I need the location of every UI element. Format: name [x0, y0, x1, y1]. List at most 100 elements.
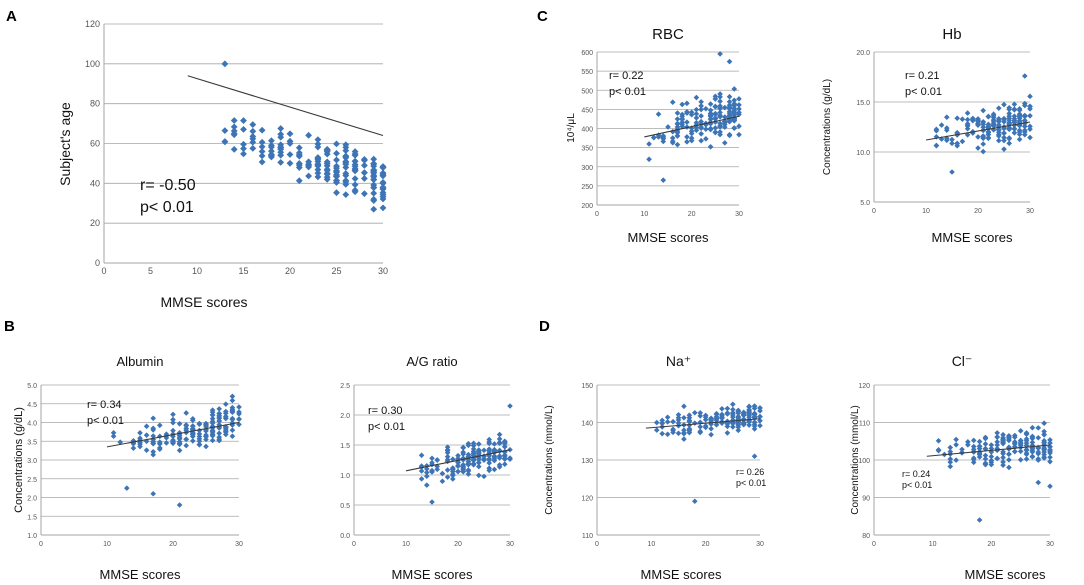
- age-xtick-label: 15: [238, 266, 248, 276]
- na-point: [653, 427, 660, 433]
- cl-point: [1006, 436, 1012, 442]
- albumin-point: [150, 436, 156, 443]
- ag-ytick-label: 1.5: [340, 443, 350, 450]
- hb-point: [990, 113, 997, 119]
- hb-point: [985, 129, 992, 135]
- ag-xlabel: MMSE scores: [392, 567, 473, 582]
- na-ytick-label: 130: [581, 458, 593, 465]
- ag-point: [496, 436, 503, 442]
- hb-point: [1001, 101, 1007, 108]
- na-point: [653, 419, 660, 426]
- cl-point: [976, 517, 983, 523]
- cl-point: [988, 461, 995, 468]
- na-point: [670, 429, 676, 436]
- cl-point: [1029, 434, 1036, 440]
- hb-point: [1006, 140, 1012, 147]
- na-ytick-label: 140: [581, 421, 593, 428]
- rbc-point: [717, 51, 723, 57]
- rbc-point: [731, 86, 738, 92]
- na-point: [692, 409, 698, 416]
- hb-ylabel: Concentrations (g/dL): [822, 79, 833, 175]
- na-stat: p< 0.01: [736, 478, 766, 488]
- cl-point: [947, 444, 954, 451]
- cl-point: [965, 441, 971, 448]
- hb-point: [1001, 116, 1007, 123]
- albumin-xtick-label: 10: [103, 541, 111, 548]
- na-ytick-label: 150: [581, 383, 593, 390]
- rbc-point: [726, 132, 733, 139]
- albumin-point: [130, 437, 137, 444]
- albumin-point: [216, 425, 222, 431]
- na-point: [751, 403, 758, 410]
- hb-stat: p< 0.01: [905, 86, 942, 98]
- rbc-point: [707, 116, 714, 122]
- ag-point: [486, 436, 492, 443]
- na-point: [730, 420, 736, 427]
- age-point: [314, 161, 322, 169]
- age-point: [240, 140, 247, 148]
- rbc-point: [736, 102, 742, 108]
- albumin-point: [157, 433, 163, 440]
- cl-point: [1041, 420, 1047, 427]
- hb-point: [933, 142, 940, 149]
- ag-point: [455, 463, 461, 470]
- panel-letter-d: D: [539, 318, 550, 335]
- rbc-stat: r= 0.22: [609, 70, 644, 82]
- cl-point: [1047, 437, 1053, 443]
- cl-point: [1035, 425, 1042, 431]
- rbc-point: [707, 143, 714, 150]
- age-point: [333, 150, 340, 157]
- rbc-point: [722, 124, 728, 130]
- cl-point: [1017, 428, 1024, 434]
- rbc-point: [679, 119, 685, 126]
- rbc-point: [717, 98, 723, 105]
- age-xtick-label: 10: [192, 266, 202, 276]
- age-point: [333, 177, 340, 185]
- age-point: [240, 117, 247, 124]
- hb-point: [1022, 102, 1028, 109]
- ag-point: [470, 440, 477, 447]
- age-point: [277, 144, 285, 152]
- cl-point: [982, 434, 989, 441]
- rbc-ytick-label: 250: [581, 184, 593, 191]
- albumin-point: [150, 440, 156, 446]
- ag-point: [450, 476, 456, 482]
- ag-point: [502, 456, 508, 462]
- albumin-point: [229, 404, 236, 411]
- albumin-ytick-label: 4.5: [27, 402, 37, 409]
- albumin-point: [203, 433, 209, 440]
- rbc-point: [693, 106, 700, 113]
- age-point: [342, 181, 350, 188]
- hb-point: [1006, 106, 1012, 113]
- cl-point: [1023, 451, 1030, 458]
- albumin-point: [176, 439, 183, 445]
- age-point: [249, 138, 257, 146]
- age-point: [333, 156, 340, 164]
- rbc-point: [693, 119, 700, 126]
- na-point: [746, 422, 752, 428]
- cl-point: [988, 442, 995, 448]
- rbc-point: [698, 130, 704, 137]
- na-point: [708, 415, 714, 422]
- cl-point: [1041, 431, 1047, 438]
- age-point: [240, 125, 247, 133]
- ag-point: [460, 449, 466, 456]
- rbc-xtick-label: 10: [640, 211, 648, 218]
- na-point: [757, 405, 763, 411]
- ag-point: [502, 443, 508, 450]
- cl-xtick-label: 10: [929, 541, 937, 548]
- albumin-point: [209, 437, 216, 444]
- hb-point: [980, 124, 986, 131]
- na-point: [751, 423, 758, 429]
- age-point: [295, 144, 303, 152]
- na-point: [735, 427, 742, 434]
- hb-point: [1006, 135, 1012, 141]
- na-point: [757, 408, 763, 414]
- albumin-ytick-label: 4.0: [27, 421, 37, 428]
- ag-point: [444, 444, 451, 450]
- age-point: [379, 171, 387, 179]
- albumin-xlabel: MMSE scores: [100, 567, 181, 582]
- rbc-point: [703, 136, 709, 142]
- na-point: [751, 453, 758, 460]
- age-point: [286, 140, 294, 147]
